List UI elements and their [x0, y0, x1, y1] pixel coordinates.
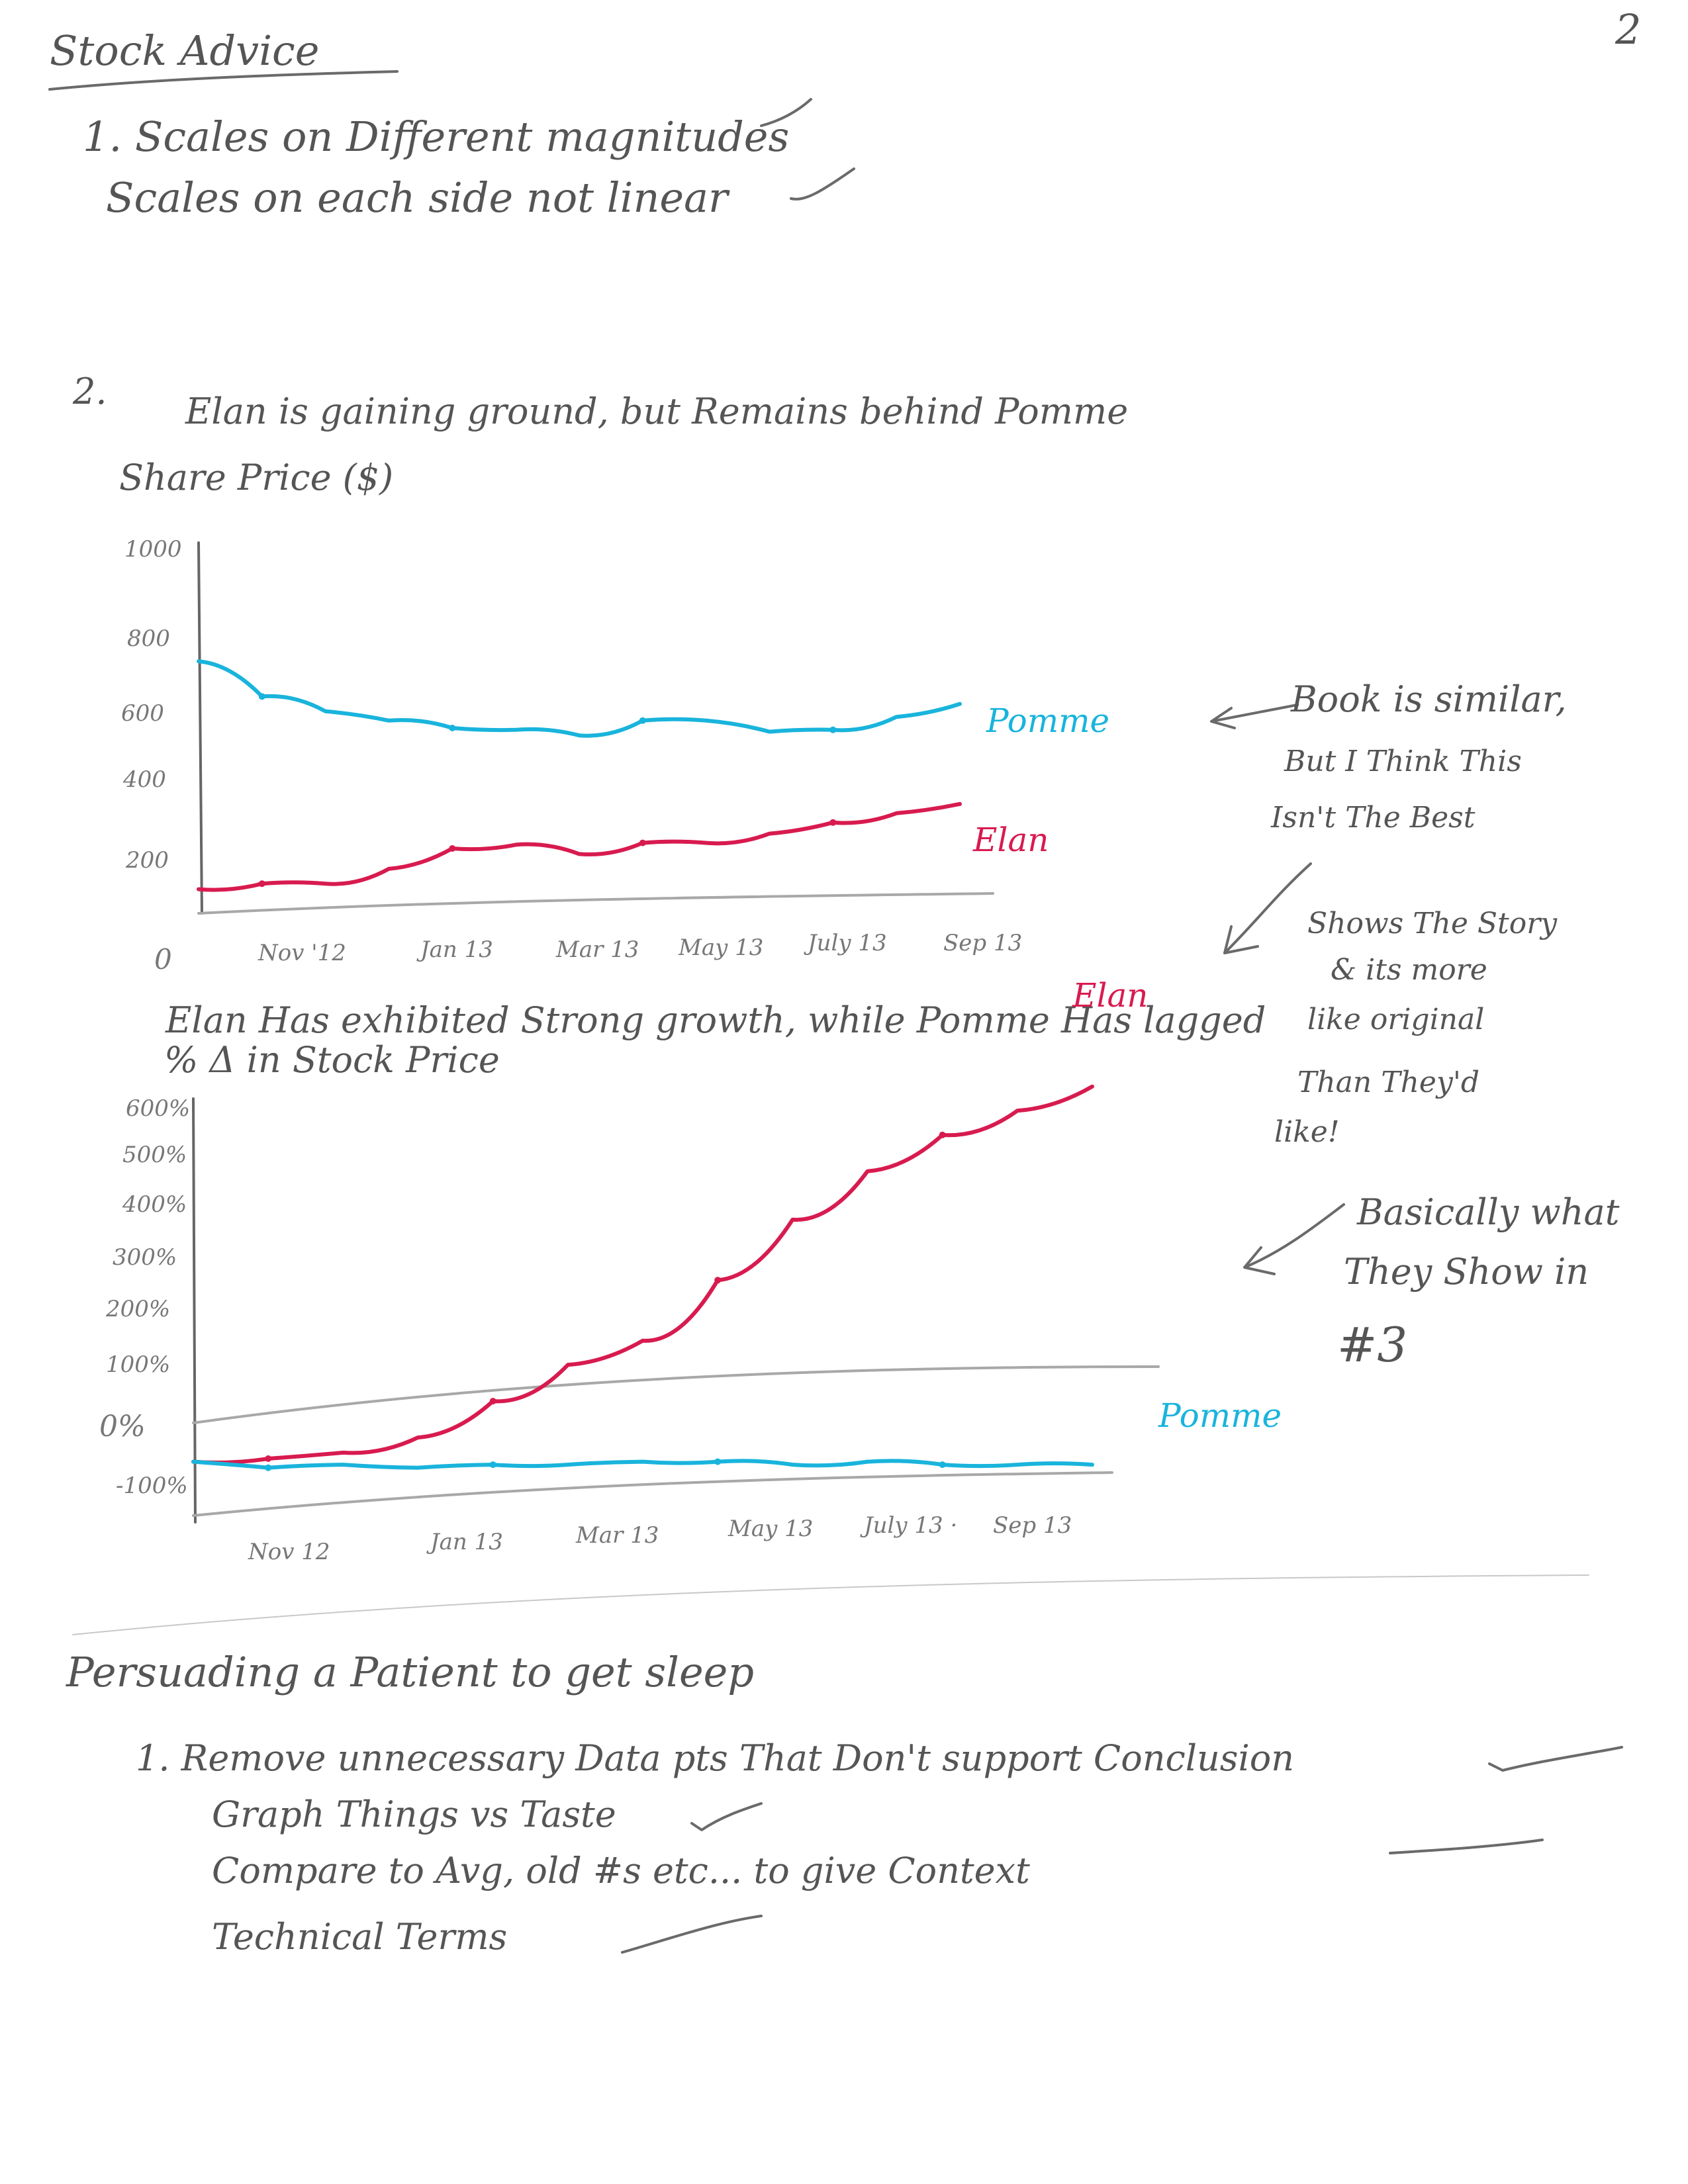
- chart-a-xtick: Sep 13: [943, 930, 1023, 956]
- chart-b-pomme-point: [489, 1461, 496, 1469]
- list1-line1: 1. Scales on Different magnitudes: [83, 113, 790, 161]
- chart-a-elan-point: [829, 819, 837, 826]
- chart-a-ytick: 800: [127, 625, 170, 652]
- chart-b-ytick: 600%: [126, 1095, 191, 1122]
- note2-line4: Than They'd: [1297, 1066, 1480, 1099]
- chart-b-xtick: Jan 13: [430, 1529, 503, 1555]
- chart-b-xtick: May 13: [728, 1516, 814, 1542]
- chart-b-pomme-point: [714, 1458, 722, 1465]
- list1-line2: Scales on each side not linear: [106, 173, 728, 222]
- note2-line3: like original: [1307, 1003, 1485, 1036]
- page-number: 2: [1615, 5, 1642, 54]
- chart-a-pomme-point: [639, 717, 646, 724]
- page-title: Stock Advice: [50, 26, 320, 75]
- chart-a-y-axis: [197, 541, 203, 915]
- section3-item: Graph Things vs Taste: [212, 1794, 616, 1835]
- chart-b-ytick: -100%: [116, 1473, 188, 1499]
- chart-b-pomme-point: [939, 1461, 946, 1469]
- chart-a-x-axis: [197, 892, 994, 915]
- chart-b-ytick: 200%: [106, 1296, 171, 1322]
- chart-b-xtick: Nov 12: [248, 1539, 330, 1565]
- chart-a-ytick: 200: [126, 847, 169, 874]
- chart-a-pomme-point: [829, 726, 837, 733]
- chart-b-pomme-line: [191, 1459, 1094, 1470]
- section3-item: Technical Terms: [212, 1916, 508, 1958]
- chart-a-pomme-label: Pomme: [986, 702, 1110, 740]
- chart-a-pomme-point: [449, 725, 456, 731]
- chart-a-elan-point: [449, 845, 456, 852]
- note2-line1: Shows The Story: [1307, 907, 1558, 940]
- chart-b-ytick: 300%: [113, 1244, 177, 1271]
- chart-b-y-axis: [192, 1097, 197, 1524]
- chart-a-elan-point: [258, 880, 265, 887]
- note1-line1: Book is similar,: [1291, 678, 1567, 720]
- section3-item: Compare to Avg, old #s etc... to give Co…: [212, 1850, 1030, 1891]
- chart-a-elan-label: Elan: [973, 821, 1049, 859]
- chart-b-elan-label: Elan: [1072, 976, 1149, 1015]
- chart-b-xtick: Mar 13: [576, 1522, 659, 1549]
- chart-b-elan-point: [265, 1455, 272, 1462]
- chart-a-ytick: 1000: [124, 536, 182, 563]
- note2-line2: & its more: [1331, 953, 1487, 987]
- chart-b-ytick: 500%: [122, 1142, 187, 1168]
- note1-line2: But I Think This: [1284, 745, 1522, 778]
- chart-b-elan-point: [939, 1131, 946, 1138]
- chart-b-ytick: 100%: [106, 1351, 171, 1378]
- chart-b-pomme-point: [265, 1464, 272, 1471]
- note3-line3: #3: [1337, 1317, 1408, 1373]
- chart-a-title: Elan is gaining ground, but Remains behi…: [185, 390, 1129, 432]
- section-number: 2.: [73, 371, 107, 412]
- chart-b-lower-ref: [192, 1471, 1113, 1517]
- note3-line2: They Show in: [1344, 1251, 1589, 1293]
- chart-b-xtick: Sep 13: [993, 1512, 1072, 1539]
- chart-a-xtick: Jan 13: [420, 936, 493, 963]
- chart-a-xtick: May 13: [679, 934, 764, 961]
- section3-heading: Persuading a Patient to get sleep: [66, 1648, 755, 1696]
- chart-b-xtick: July 13 ·: [864, 1512, 958, 1539]
- chart-b-elan-line: [191, 1084, 1094, 1465]
- chart-b-elan-point: [714, 1277, 722, 1284]
- chart-a-ytick: 0: [154, 943, 172, 976]
- chart-a-ytick: 400: [123, 766, 166, 793]
- chart-a-ytick: 600: [121, 700, 164, 727]
- chart-a-pomme-point: [258, 693, 265, 700]
- chart-a-elan-point: [639, 839, 646, 846]
- chart-a-xtick: Mar 13: [556, 936, 639, 963]
- chart-a-elan-line: [197, 801, 962, 892]
- chart-b-title-line2: % Δ in Stock Price: [164, 1039, 500, 1081]
- chart-b-title-line1: Elan Has exhibited Strong growth, while …: [165, 999, 1266, 1041]
- chart-a-ylabel: Share Price ($): [119, 457, 394, 498]
- chart-b-pomme-label: Pomme: [1158, 1396, 1282, 1435]
- note2-line5: like!: [1274, 1115, 1340, 1149]
- section3-item: 1. Remove unnecessary Data pts That Don'…: [136, 1737, 1295, 1779]
- chart-a-xtick: July 13: [808, 930, 887, 956]
- note3-line1: Basically what: [1357, 1191, 1620, 1233]
- chart-a-xtick: Nov '12: [258, 940, 346, 966]
- chart-b-elan-point: [489, 1398, 496, 1405]
- chart-b-ytick: 0%: [99, 1410, 146, 1443]
- note1-line3: Isn't The Best: [1271, 801, 1476, 835]
- chart-b-ytick: 400%: [122, 1191, 187, 1218]
- chart-a-pomme-line: [197, 659, 962, 738]
- chart-b-baseline-ref: [192, 1365, 1160, 1424]
